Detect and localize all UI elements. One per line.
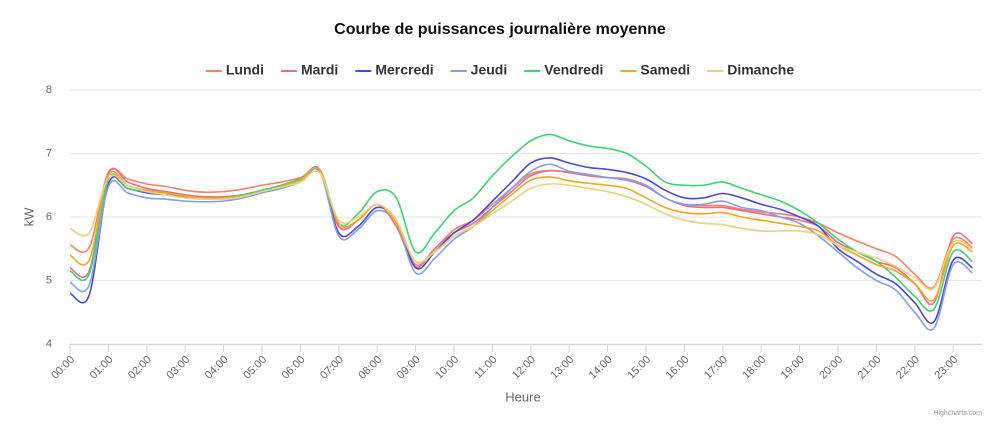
x-tick-label: 21:00 bbox=[856, 354, 884, 382]
data-line bbox=[69, 166, 973, 302]
x-tick-label: 18:00 bbox=[740, 354, 768, 382]
x-tick-label: 06:00 bbox=[280, 354, 308, 382]
data-line bbox=[69, 133, 973, 312]
data-line bbox=[69, 170, 973, 291]
x-tick-label: 00:00 bbox=[49, 354, 77, 382]
x-tick-label: 14:00 bbox=[587, 354, 615, 382]
x-tick-label: 01:00 bbox=[88, 354, 116, 382]
legend-label[interactable]: Dimanche bbox=[727, 62, 794, 78]
x-tick-label: 17:00 bbox=[702, 354, 730, 382]
x-tick-label: 02:00 bbox=[126, 354, 154, 382]
legend-label[interactable]: Mardi bbox=[301, 62, 338, 78]
x-tick-label: 10:00 bbox=[433, 354, 461, 382]
y-tick-label: 5 bbox=[46, 274, 52, 286]
x-tick-label: 15:00 bbox=[625, 354, 653, 382]
y-axis-title: kW bbox=[21, 207, 36, 227]
x-tick-label: 09:00 bbox=[395, 354, 423, 382]
x-tick-label: 23:00 bbox=[932, 354, 960, 382]
x-tick-label: 20:00 bbox=[817, 354, 845, 382]
legend-label[interactable]: Vendredi bbox=[544, 62, 603, 78]
x-tick-label: 07:00 bbox=[318, 354, 346, 382]
legend-label[interactable]: Lundi bbox=[226, 62, 264, 78]
x-tick-label: 03:00 bbox=[164, 354, 192, 382]
x-tick-label: 13:00 bbox=[548, 354, 576, 382]
chart-title: Courbe de puissances journalière moyenne bbox=[334, 21, 666, 38]
legend-label[interactable]: Jeudi bbox=[471, 62, 508, 78]
credits[interactable]: Highcharts.com bbox=[933, 410, 982, 417]
y-tick-label: 4 bbox=[46, 338, 52, 350]
x-axis-title: Heure bbox=[505, 389, 540, 404]
x-tick-label: 19:00 bbox=[779, 354, 807, 382]
y-tick-label: 8 bbox=[46, 84, 52, 96]
x-tick-label: 11:00 bbox=[472, 354, 499, 381]
x-tick-label: 04:00 bbox=[203, 354, 231, 382]
x-tick-label: 08:00 bbox=[356, 354, 384, 382]
y-tick-label: 6 bbox=[46, 211, 52, 223]
x-tick-label: 16:00 bbox=[664, 354, 692, 382]
x-tick-label: 22:00 bbox=[894, 354, 922, 382]
legend-label[interactable]: Mercredi bbox=[375, 62, 433, 78]
x-tick-label: 05:00 bbox=[241, 354, 269, 382]
legend-label[interactable]: Samedi bbox=[640, 62, 690, 78]
y-tick-label: 7 bbox=[46, 147, 52, 159]
data-line bbox=[69, 163, 973, 331]
x-tick-label: 12:00 bbox=[510, 354, 538, 382]
